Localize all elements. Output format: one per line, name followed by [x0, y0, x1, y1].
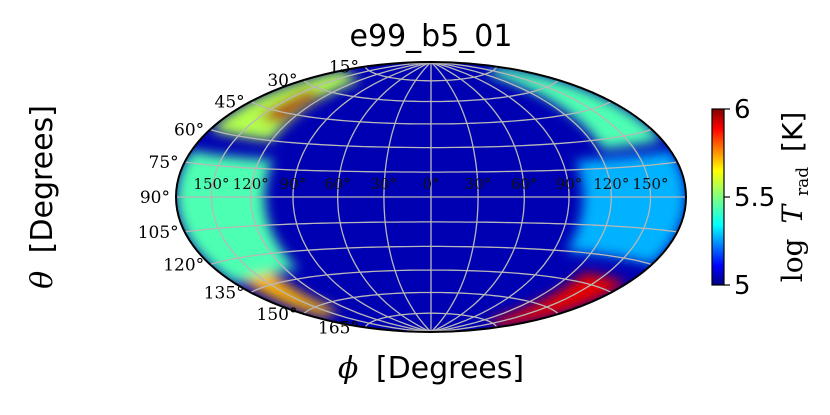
hot-region-2: [258, 89, 324, 123]
theta-tick-label: 105°: [138, 223, 179, 243]
colorbar: [711, 108, 725, 286]
parallel-line: [184, 161, 678, 173]
y-axis-unit: [Degrees]: [25, 105, 60, 253]
colorbar-label-log: log: [776, 238, 809, 282]
phi-tick-label: 150°: [193, 175, 229, 193]
colorbar-label-sub: rad: [793, 167, 813, 196]
parallel-line: [210, 128, 652, 149]
colorbar-ticks: 55.56: [724, 95, 775, 301]
hot-region-6: [487, 272, 627, 328]
hot-region-7: [566, 150, 686, 265]
theta-tick-label: 30°: [267, 71, 297, 91]
colorbar-tick-label: 5: [734, 271, 751, 301]
phi-tick-label: 60°: [511, 175, 538, 193]
theta-tick-label: 45°: [215, 93, 245, 113]
map-border: [175, 61, 687, 333]
phi-tick-label: 120°: [593, 175, 629, 193]
parallel-line: [303, 291, 559, 315]
phi-tick-label: 120°: [233, 175, 269, 193]
theta-tick-label: 150°: [257, 305, 298, 325]
phi-tick-label: 60°: [324, 175, 351, 193]
theta-tick-label: 60°: [174, 121, 204, 141]
y-axis-label: θ [Degrees]: [25, 105, 60, 289]
hot-region-5: [486, 66, 663, 150]
x-axis-symbol: ϕ: [338, 351, 358, 386]
parallel-line: [184, 221, 678, 233]
colorbar-label-var: T: [776, 203, 809, 224]
colorbar-tick-label: 5.5: [734, 183, 775, 213]
phi-tick-label: 90°: [556, 175, 583, 193]
hot-region-3: [176, 150, 298, 284]
parallel-line: [364, 66, 498, 82]
x-axis-label: ϕ [Degrees]: [338, 351, 524, 386]
parallel-line: [364, 312, 498, 328]
theta-tick-label: 90°: [140, 188, 170, 208]
colorbar-tick-label: 6: [734, 95, 751, 125]
phi-tick-label: 30°: [371, 175, 398, 193]
region-layer: [176, 66, 686, 328]
theta-tick-label: 120°: [163, 256, 204, 276]
phi-tick-label: 150°: [632, 175, 668, 193]
theta-tick-label: 75°: [149, 153, 179, 173]
theta-tick-label: 135°: [204, 284, 245, 304]
parallel-line: [250, 100, 612, 125]
theta-tick-labels: 15°30°45°60°75°90°105°120°135°150°165°: [138, 58, 359, 339]
phi-tick-label: 30°: [465, 175, 492, 193]
y-axis-symbol: θ: [25, 271, 60, 289]
phi-tick-labels: 150° 120° 90° 60° 30° 0° 30° 60° 90° 120° 150°: [193, 175, 668, 193]
phi-tick-label: 0°: [422, 175, 439, 193]
theta-tick-label: 15°: [329, 58, 359, 78]
colorbar-label: log T rad [K]: [776, 112, 815, 283]
parallel-line: [250, 269, 612, 294]
chart-title: e99_b5_01: [350, 19, 513, 54]
graticule: [176, 62, 686, 332]
parallel-line: [303, 79, 559, 103]
theta-tick-label: 165°: [318, 318, 359, 338]
phi-tick-label: 90°: [280, 175, 307, 193]
parallel-line: [210, 245, 652, 266]
colorbar-label-unit: [K]: [776, 112, 809, 152]
x-axis-unit: [Degrees]: [376, 351, 524, 386]
